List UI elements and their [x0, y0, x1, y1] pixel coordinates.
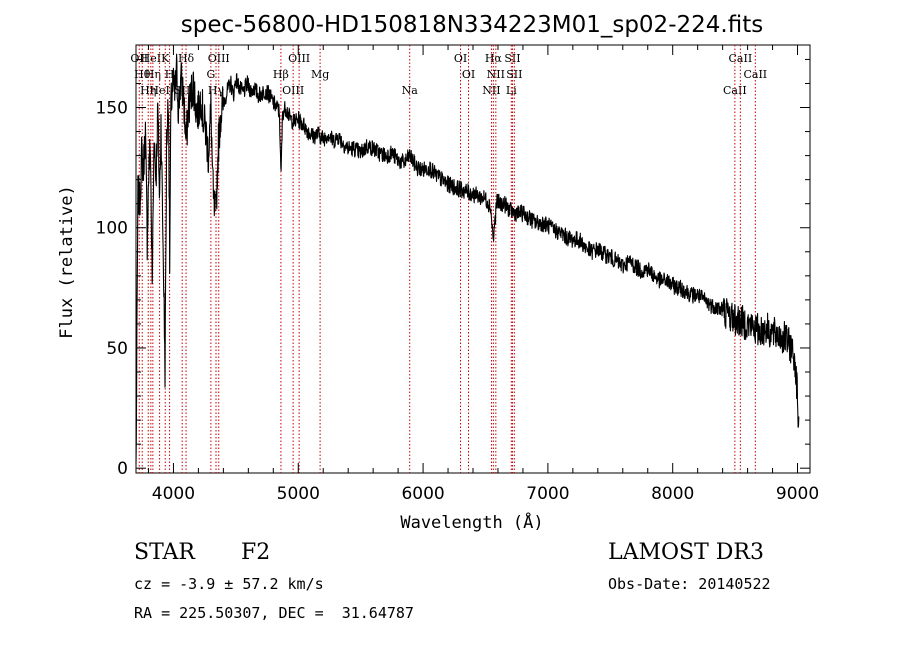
line-label: OIII [282, 84, 304, 97]
x-axis-label: Wavelength (Å) [400, 511, 543, 533]
x-tick-label: 7000 [526, 484, 569, 504]
line-label: CaII [729, 52, 753, 65]
line-label: G [206, 68, 215, 81]
line-label: SII [506, 68, 522, 81]
line-label: HeI [149, 84, 169, 97]
y-tick-label: 0 [117, 459, 128, 479]
y-tick-label: 50 [106, 339, 128, 359]
spectrum-line [135, 53, 800, 465]
plot-frame [135, 44, 811, 474]
line-label: Na [402, 84, 419, 97]
line-label: Mg [311, 68, 329, 81]
line-label: HeI [141, 52, 161, 65]
line-label: Hη [145, 68, 161, 81]
x-tick-label: 4000 [152, 484, 195, 504]
line-label: Hβ [273, 68, 289, 81]
x-tick-label: 5000 [277, 484, 320, 504]
spectral-line-markers: OIIHθHηHeIHηHeIKHSIIHδGHγOIIIHβOIIIOIIIM… [130, 45, 767, 473]
line-label: Hα [485, 52, 503, 65]
line-label: K [161, 52, 170, 65]
line-label: SII [504, 52, 520, 65]
line-label: Hη [140, 84, 156, 97]
line-label: Hγ [208, 84, 225, 97]
y-tick-label: 150 [96, 99, 128, 119]
line-label: OI [462, 68, 475, 81]
line-label: OIII [208, 52, 230, 65]
object-class: STAR [134, 540, 195, 565]
y-tick-label: 100 [96, 219, 128, 239]
line-label: Hθ [134, 68, 151, 81]
x-tick-label: 6000 [401, 484, 444, 504]
redshift-value: cz = -3.9 ± 57.2 km/s [134, 575, 324, 593]
x-tick-label: 8000 [651, 484, 694, 504]
x-tick-label: 9000 [776, 484, 819, 504]
line-label: OIII [288, 52, 310, 65]
obs-date: Obs-Date: 20140522 [608, 575, 771, 593]
y-axis-label: Flux (relative) [57, 185, 77, 339]
line-label: Hδ [178, 52, 195, 65]
line-label: CaII [723, 84, 747, 97]
line-label: OI [454, 52, 467, 65]
line-label: H [165, 68, 175, 81]
line-label: NII [482, 84, 500, 97]
line-label: OII [130, 52, 148, 65]
line-label: Li [506, 84, 517, 97]
subclass: F2 [241, 540, 271, 565]
coordinates: RA = 225.50307, DEC = 31.64787 [134, 604, 414, 622]
axis-ticks: 4000 5000 6000 7000 8000 9000 0 50 100 150 [96, 45, 819, 504]
line-label: NII [487, 68, 505, 81]
survey-name: LAMOST DR3 [608, 540, 764, 565]
line-label: CaII [743, 68, 767, 81]
chart-title: spec-56800-HD150818N334223M01_sp02-224.f… [181, 12, 763, 38]
